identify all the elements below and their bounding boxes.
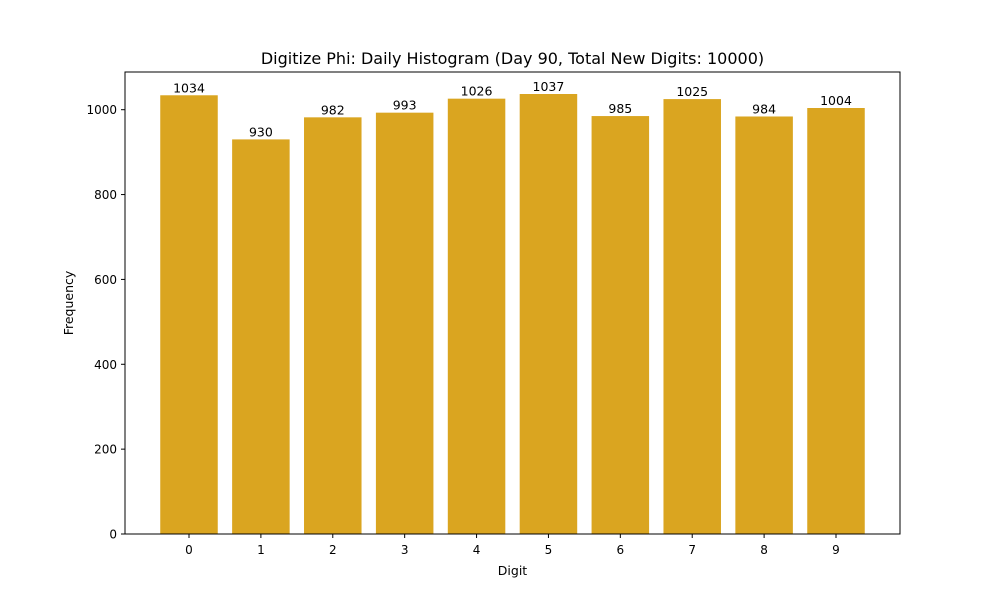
bar-value-label: 1025 [676, 84, 708, 99]
bar-digit-6 [591, 116, 650, 534]
bar-value-label: 1004 [820, 93, 852, 108]
x-tick-label: 5 [545, 543, 553, 557]
bar-value-label: 985 [608, 101, 632, 116]
bar-value-label: 1026 [461, 84, 493, 99]
bar-digit-3 [375, 112, 434, 534]
bar-value-labels: 1034 930 982 993 1026 1037 985 1025 984 1004 [173, 79, 852, 139]
x-tick-label: 7 [688, 543, 696, 557]
bar-digit-2 [304, 117, 362, 534]
bar-digit-9 [807, 108, 865, 535]
bar-digit-5 [519, 94, 578, 534]
bar-value-label: 984 [752, 101, 776, 116]
bar-digit-7 [663, 99, 721, 534]
x-tick-label: 0 [185, 543, 193, 557]
x-tick-label: 8 [760, 543, 768, 557]
bar-digit-8 [735, 116, 793, 534]
plot-frame [124, 71, 901, 535]
y-tick-label: 1000 [86, 103, 117, 117]
bar-digit-4 [447, 98, 506, 535]
y-axis-ticks: 0 200 400 600 800 1000 [86, 103, 125, 542]
y-tick-label: 0 [109, 528, 117, 542]
bar-digit-1 [232, 139, 290, 534]
x-tick-label: 3 [401, 543, 409, 557]
bar-value-label: 993 [393, 98, 417, 113]
y-tick-label: 600 [94, 273, 117, 287]
y-axis-label: Frequency [61, 270, 76, 335]
y-tick-label: 400 [94, 358, 117, 372]
bar-value-label: 930 [249, 124, 273, 139]
x-tick-label: 6 [617, 543, 625, 557]
x-tick-label: 4 [473, 543, 481, 557]
x-tick-label: 1 [257, 543, 265, 557]
bars-group [160, 94, 865, 535]
x-axis-ticks: 0 1 2 3 4 5 6 7 8 9 [185, 534, 840, 557]
bar-value-label: 1034 [173, 80, 205, 95]
bar-value-label: 982 [321, 102, 345, 117]
y-tick-label: 800 [94, 188, 117, 202]
x-axis-label: Digit [498, 563, 528, 578]
bar-digit-0 [160, 95, 218, 535]
chart-title: Digitize Phi: Daily Histogram (Day 90, T… [261, 49, 764, 68]
bar-value-label: 1037 [533, 79, 565, 94]
x-tick-label: 9 [832, 543, 840, 557]
x-tick-label: 2 [329, 543, 337, 557]
y-tick-label: 200 [94, 443, 117, 457]
